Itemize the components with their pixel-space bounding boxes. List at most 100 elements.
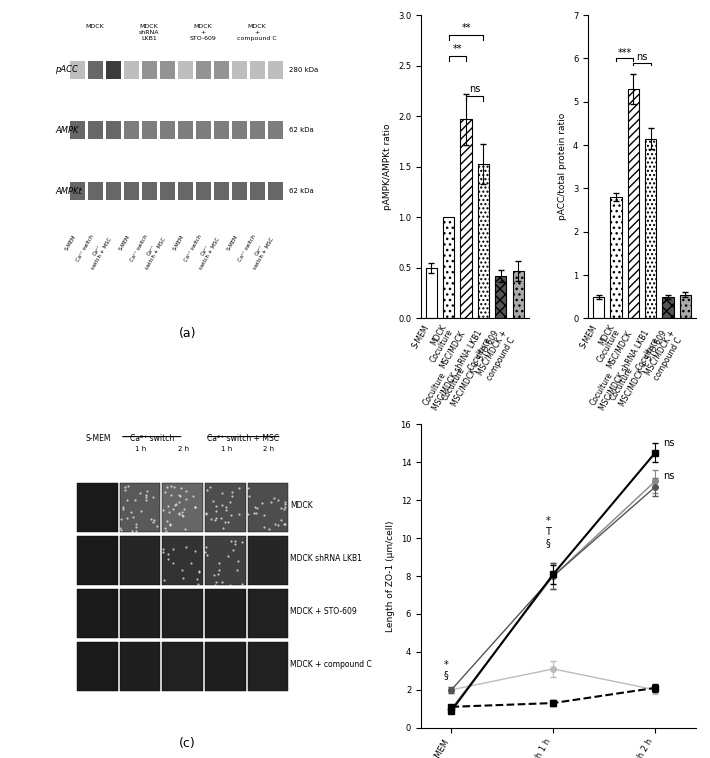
Point — [280, 501, 291, 513]
Bar — [178, 121, 192, 139]
Point — [140, 489, 151, 501]
Point — [234, 482, 245, 494]
Point — [211, 575, 222, 587]
Bar — [478, 164, 489, 318]
Point — [121, 512, 133, 525]
Point — [210, 505, 222, 517]
Point — [189, 500, 200, 512]
Text: Ca²⁺ switch: Ca²⁺ switch — [184, 233, 203, 262]
Point — [160, 525, 172, 537]
Text: Ca²⁺
switch + MSC: Ca²⁺ switch + MSC — [194, 233, 221, 270]
Text: ns: ns — [469, 84, 481, 94]
Point — [158, 543, 169, 556]
Point — [226, 534, 237, 547]
Text: Ca²⁺ switch + MSC: Ca²⁺ switch + MSC — [207, 434, 280, 443]
Point — [242, 482, 253, 494]
Bar — [205, 590, 246, 638]
Point — [119, 484, 131, 496]
Bar — [214, 121, 229, 139]
Bar — [268, 121, 283, 139]
Point — [180, 484, 192, 496]
Point — [202, 484, 213, 496]
Y-axis label: pAMPK/AMPKt ratio: pAMPK/AMPKt ratio — [383, 124, 393, 210]
Point — [280, 496, 291, 509]
Point — [251, 502, 263, 514]
Point — [115, 513, 126, 525]
Bar — [120, 537, 160, 585]
Point — [209, 513, 221, 525]
Text: S-MEM: S-MEM — [172, 233, 185, 251]
Bar — [248, 590, 288, 638]
Y-axis label: pACC/total protein ratio: pACC/total protein ratio — [558, 113, 567, 221]
Text: ns: ns — [636, 52, 648, 62]
Point — [148, 491, 159, 503]
Point — [272, 494, 283, 506]
Point — [217, 522, 228, 534]
Bar — [250, 182, 265, 200]
Text: *
T
§: * T § — [545, 516, 551, 547]
Text: *
§: * § — [444, 659, 449, 681]
Point — [116, 524, 127, 536]
Bar — [120, 484, 160, 532]
Bar — [163, 537, 203, 585]
Text: AMPKt: AMPKt — [55, 186, 82, 196]
Point — [210, 500, 222, 512]
Text: 280 kDa: 280 kDa — [289, 67, 318, 73]
Point — [129, 494, 141, 506]
Point — [141, 491, 152, 503]
Text: Ca²⁺ switch: Ca²⁺ switch — [76, 233, 95, 262]
Text: 62 kDa: 62 kDa — [289, 188, 314, 194]
Bar — [205, 484, 246, 532]
Text: Ca²⁺
switch + MSC: Ca²⁺ switch + MSC — [248, 233, 275, 270]
Bar — [268, 182, 283, 200]
Text: Ca²⁺ switch: Ca²⁺ switch — [130, 233, 149, 262]
Point — [209, 579, 221, 591]
Point — [180, 493, 192, 506]
Bar — [268, 61, 283, 79]
Point — [207, 495, 219, 507]
Point — [258, 521, 270, 533]
Point — [272, 518, 283, 531]
Bar — [120, 643, 160, 691]
Bar — [205, 537, 246, 585]
Bar — [77, 643, 118, 691]
Point — [191, 573, 202, 585]
Point — [175, 481, 187, 493]
Point — [167, 543, 178, 556]
Point — [215, 512, 226, 525]
Point — [177, 506, 188, 518]
Point — [263, 522, 274, 534]
Point — [117, 503, 129, 515]
Point — [213, 568, 224, 580]
Text: MDCK + compound C: MDCK + compound C — [290, 660, 372, 669]
Text: Ca²⁺ switch: Ca²⁺ switch — [130, 434, 174, 443]
Bar — [645, 139, 656, 318]
Bar — [248, 643, 288, 691]
Point — [173, 496, 185, 509]
Point — [162, 500, 173, 512]
Point — [226, 490, 238, 502]
Point — [224, 496, 236, 508]
Point — [249, 500, 261, 512]
Bar — [178, 61, 192, 79]
Bar — [443, 218, 454, 318]
Point — [176, 509, 187, 521]
Point — [190, 545, 201, 557]
Point — [217, 487, 228, 499]
Text: MDCK: MDCK — [86, 24, 104, 30]
Point — [151, 520, 163, 532]
Point — [258, 509, 270, 521]
Point — [130, 518, 141, 531]
Point — [217, 576, 228, 588]
Bar — [141, 61, 157, 79]
Bar — [205, 643, 246, 691]
Text: Ca²⁺
switch + MSC: Ca²⁺ switch + MSC — [86, 233, 113, 270]
Text: pACC: pACC — [55, 65, 78, 74]
Bar — [163, 590, 203, 638]
Point — [202, 549, 213, 561]
Bar — [124, 121, 138, 139]
Point — [213, 564, 224, 576]
Bar — [87, 182, 103, 200]
Point — [142, 485, 153, 497]
Bar — [178, 182, 192, 200]
